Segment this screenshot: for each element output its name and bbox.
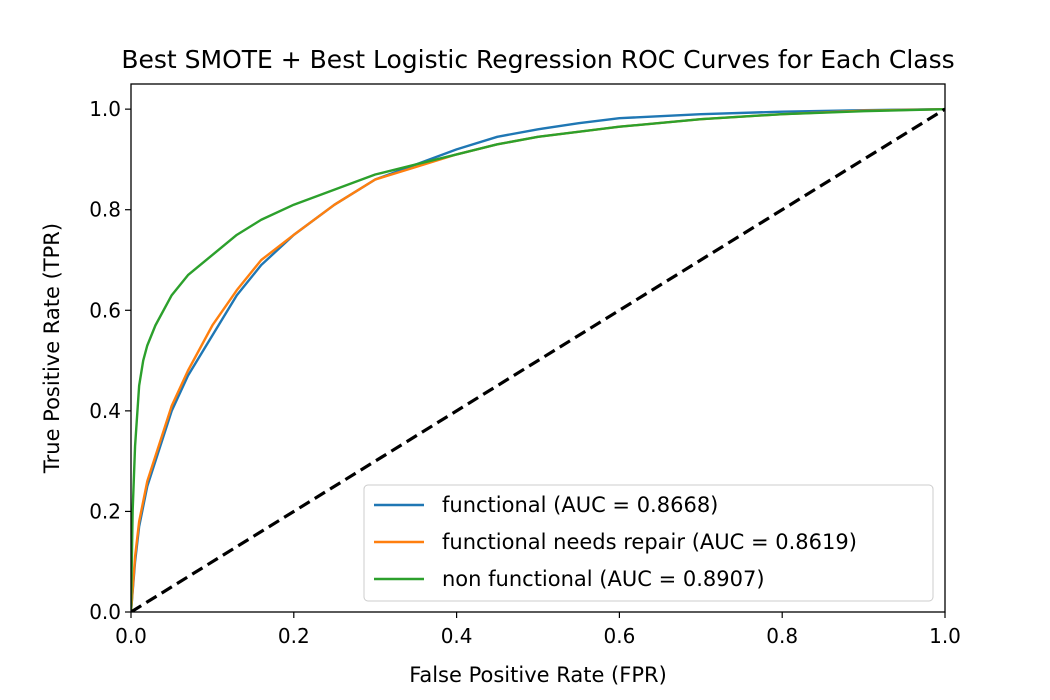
- x-tick-label: 1.0: [929, 624, 961, 648]
- plot-frame: [130, 83, 946, 613]
- x-tick-label: 0.8: [766, 624, 798, 648]
- legend-label: functional needs repair (AUC = 0.8619): [442, 530, 857, 554]
- y-tick-label: 0.6: [89, 298, 121, 322]
- x-tick-label: 0.6: [603, 624, 635, 648]
- chance-diagonal-line: [131, 107, 945, 612]
- y-tick-label: 0.2: [89, 499, 121, 523]
- y-tick-label: 0.4: [89, 399, 121, 423]
- y-tick-label: 0.0: [89, 600, 121, 624]
- y-axis-label: True Positive Rate (TPR): [40, 223, 64, 474]
- y-tick-label: 1.0: [89, 97, 121, 121]
- chart-title: Best SMOTE + Best Logistic Regression RO…: [121, 45, 954, 74]
- legend-label: non functional (AUC = 0.8907): [442, 567, 765, 591]
- x-tick-label: 0.2: [278, 624, 310, 648]
- legend: functional (AUC = 0.8668) functional need…: [363, 484, 934, 602]
- x-axis: 0.0 0.2 0.4 0.6 0.8 1.0: [115, 612, 961, 648]
- x-tick-label: 0.4: [441, 624, 473, 648]
- x-tick-label: 0.0: [115, 624, 147, 648]
- legend-label: functional (AUC = 0.8668): [442, 493, 718, 517]
- x-axis-label: False Positive Rate (FPR): [409, 663, 667, 687]
- legend-frame: [363, 484, 934, 602]
- series-line-2: [131, 107, 945, 612]
- series-layer: [131, 107, 945, 612]
- y-axis: 0.0 0.2 0.4 0.6 0.8 1.0: [89, 97, 131, 624]
- y-tick-label: 0.8: [89, 198, 121, 222]
